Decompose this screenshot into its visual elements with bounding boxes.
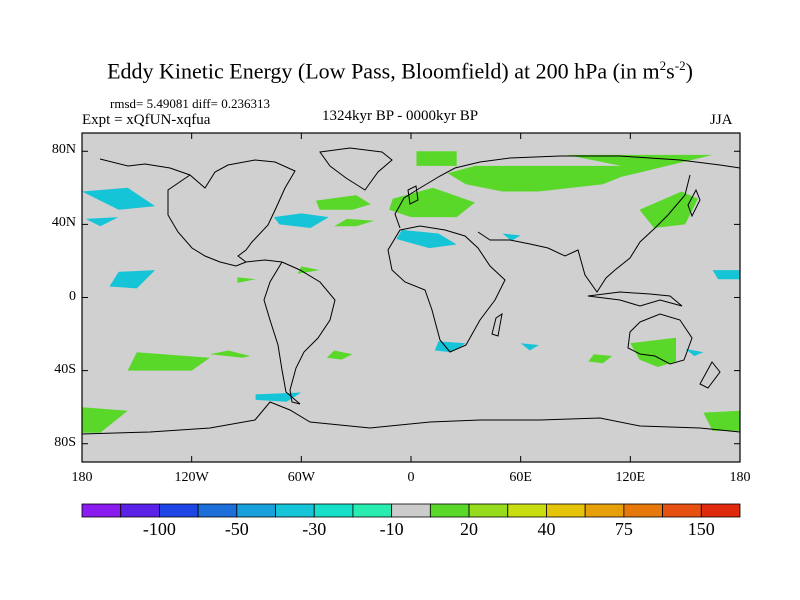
colorbar-label-4: 20: [460, 519, 479, 539]
colorbar-label-3: -10: [379, 519, 404, 539]
colorbar-swatch-9: [429, 503, 470, 518]
experiment-label: Expt = xQfUN-xqfua: [82, 112, 211, 128]
anomaly-region-13: [82, 407, 128, 433]
x-tick-label-2: 60W: [287, 470, 315, 485]
eurasia-coast: [394, 155, 741, 229]
north-america-coast: [99, 158, 296, 263]
period-label: 1324kyr BP - 0000kyr BP: [322, 108, 479, 124]
x-tick-label-6: 180: [729, 470, 751, 485]
colorbar-label-5: 40: [537, 519, 556, 539]
anomaly-region-1: [416, 151, 457, 166]
colorbar: [81, 503, 741, 518]
anomaly-region-23: [520, 343, 539, 351]
colorbar-label-0: -100: [142, 519, 176, 539]
colorbar-swatch-14: [623, 503, 663, 518]
madagascar: [491, 312, 503, 337]
west-coast-north-america: [167, 174, 247, 267]
japan-coast: [687, 188, 701, 218]
anomaly-region-6: [237, 277, 256, 283]
anomaly-region-14: [703, 410, 740, 431]
south-america-west-coast: [263, 261, 301, 405]
anomaly-region-3: [316, 195, 371, 210]
rmsd-diff-label: rmsd= 5.49081 diff= 0.236313: [110, 96, 270, 111]
colorbar-label-6: 75: [614, 519, 633, 539]
colorbar-swatch-13: [584, 503, 625, 518]
anomaly-region-0: [447, 154, 713, 192]
anomaly-region-11: [588, 354, 613, 364]
anomaly-region-25: [685, 348, 704, 356]
south-america-coast: [281, 261, 336, 405]
colorbar-swatch-10: [468, 503, 509, 518]
x-tick-label-1: 120W: [174, 470, 209, 485]
colorbar-label-1: -50: [224, 519, 249, 539]
uk-coast: [407, 185, 419, 205]
colorbar-swatch-12: [546, 503, 586, 518]
map-frame: [81, 132, 741, 463]
anomaly-region-15: [82, 187, 156, 210]
anomaly-region-19: [85, 217, 119, 227]
coastlines: [81, 147, 741, 435]
y-tick-label-0: 80N: [51, 142, 76, 158]
africa-coast: [387, 225, 506, 353]
colorbar-swatch-1: [120, 503, 160, 518]
greenland-coast: [319, 147, 393, 191]
anomaly-region-18: [109, 270, 156, 289]
colorbar-swatch-3: [197, 503, 238, 518]
anomaly-region-10: [326, 350, 353, 360]
colorbar-swatch-0: [81, 503, 122, 518]
colorbar-swatch-15: [662, 503, 702, 518]
colorbar-swatch-16: [700, 503, 741, 518]
anomaly-region-24: [712, 270, 740, 280]
anomaly-region-2: [389, 187, 475, 218]
asia-east-coast: [477, 174, 691, 293]
anomaly-region-9: [209, 350, 251, 358]
x-tick-label-0: 180: [71, 470, 93, 485]
anomaly-region-22: [502, 233, 521, 241]
x-tick-label-4: 60E: [509, 470, 532, 485]
anomaly-region-20: [434, 341, 466, 353]
colorbar-label-7: 150: [687, 519, 715, 539]
colorbar-swatch-7: [352, 503, 393, 518]
anomaly-region-5: [639, 191, 698, 228]
new-zealand: [699, 361, 721, 389]
colorbar-swatch-4: [236, 503, 276, 518]
antarctica-coast: [81, 401, 741, 435]
y-tick-label-2: 0: [69, 288, 76, 304]
colorbar-swatch-5: [275, 503, 315, 518]
anomaly-region-16: [273, 213, 329, 228]
colorbar-label-2: -30: [302, 519, 327, 539]
anomaly-region-17: [396, 229, 457, 249]
indonesia-coast: [587, 291, 683, 307]
x-tick-label-5: 120E: [615, 470, 646, 485]
colorbar-swatch-8: [391, 503, 431, 518]
colorbar-swatch-11: [507, 503, 547, 518]
anomaly-region-4: [334, 218, 375, 227]
y-tick-label-1: 40N: [51, 215, 76, 231]
anomaly-region-12: [630, 337, 676, 367]
plot-title: Eddy Kinetic Energy (Low Pass, Bloomfiel…: [107, 58, 693, 84]
x-tick-label-3: 0: [407, 470, 415, 485]
australia-coast: [627, 313, 693, 365]
anomaly-region-8: [127, 352, 210, 371]
anomaly-regions: [82, 151, 740, 433]
y-tick-label-4: 80S: [54, 434, 76, 450]
colorbar-swatch-6: [313, 503, 354, 518]
colorbar-swatch-2: [159, 503, 199, 518]
map-background: [82, 133, 740, 462]
season-label: JJA: [710, 112, 733, 128]
y-tick-label-3: 40S: [54, 361, 76, 377]
